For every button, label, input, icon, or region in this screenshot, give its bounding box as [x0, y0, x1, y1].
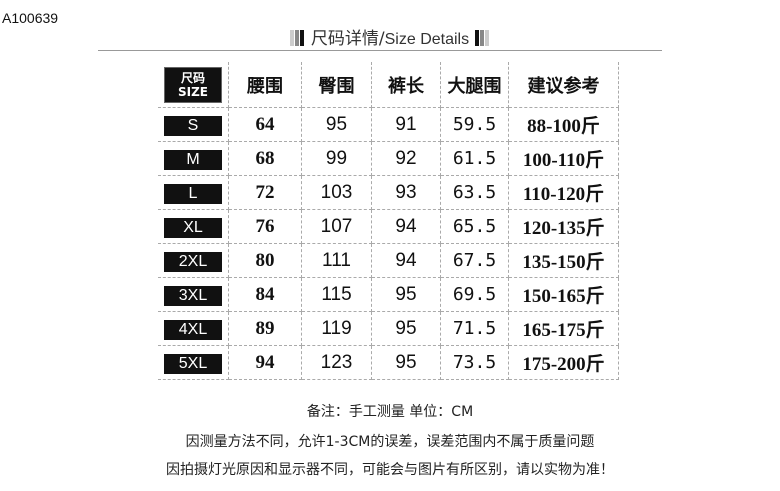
title-en: Size Details — [384, 31, 470, 48]
cell: 95 — [371, 277, 441, 312]
cell: 94 — [371, 209, 441, 244]
cell: 88-100斤 — [508, 107, 619, 142]
cell: 95 — [371, 311, 441, 346]
cell: 123 — [301, 345, 372, 380]
cell: 84 — [228, 277, 302, 312]
cell: 135-150斤 — [508, 243, 619, 278]
cell: 100-110斤 — [508, 141, 619, 176]
size-badge: 4XL — [164, 319, 222, 340]
cell: 110-120斤 — [508, 175, 619, 210]
divider — [98, 50, 662, 51]
size-badge: M — [164, 149, 222, 170]
cell: 103 — [301, 175, 372, 210]
cell: 165-175斤 — [508, 311, 619, 346]
cell: 69.5 — [440, 277, 509, 312]
cell: 95 — [371, 345, 441, 380]
header-suggest: 建议参考 — [508, 62, 619, 108]
cell: 89 — [228, 311, 302, 346]
page-title: 尺码详情/Size Details — [0, 24, 780, 51]
table-row: 4XL 89 119 95 71.5 165-175斤 — [158, 311, 619, 346]
size-badge: 3XL — [164, 285, 222, 306]
cell: 95 — [301, 107, 372, 142]
table-row: 5XL 94 123 95 73.5 175-200斤 — [158, 345, 619, 380]
cell: 111 — [301, 243, 372, 278]
table-row: 2XL 80 111 94 67.5 135-150斤 — [158, 243, 619, 278]
size-table: 尺码 SIZE 腰围 臀围 裤长 大腿围 建议参考 S 64 95 91 59.5 88-1… — [158, 62, 619, 380]
cell: 107 — [301, 209, 372, 244]
cell: 72 — [228, 175, 302, 210]
cell: 119 — [301, 311, 372, 346]
header-length: 裤长 — [371, 62, 441, 108]
cell: 65.5 — [440, 209, 509, 244]
cell: 71.5 — [440, 311, 509, 346]
bars-left-icon — [290, 30, 305, 51]
title-zh: 尺码详情/ — [310, 29, 385, 49]
cell: 61.5 — [440, 141, 509, 176]
table-header: 尺码 SIZE 腰围 臀围 裤长 大腿围 建议参考 — [158, 62, 619, 108]
cell: 115 — [301, 277, 372, 312]
table-row: L 72 103 93 63.5 110-120斤 — [158, 175, 619, 210]
cell: 91 — [371, 107, 441, 142]
cell: 92 — [371, 141, 441, 176]
size-header-badge: 尺码 SIZE — [164, 66, 222, 103]
table-row: M 68 99 92 61.5 100-110斤 — [158, 141, 619, 176]
cell: 73.5 — [440, 345, 509, 380]
cell: 64 — [228, 107, 302, 142]
cell: 63.5 — [440, 175, 509, 210]
note-tolerance: 因测量方法不同，允许1-3CM的误差，误差范围内不属于质量问题 — [185, 434, 595, 450]
cell: 150-165斤 — [508, 277, 619, 312]
cell: 175-200斤 — [508, 345, 619, 380]
note-unit: 备注：手工测量 单位：CM — [306, 404, 474, 420]
table-row: 3XL 84 115 95 69.5 150-165斤 — [158, 277, 619, 312]
cell: 94 — [228, 345, 302, 380]
size-badge: XL — [164, 217, 222, 238]
table-row: XL 76 107 94 65.5 120-135斤 — [158, 209, 619, 244]
product-code: A100639 — [2, 10, 59, 26]
table-row: S 64 95 91 59.5 88-100斤 — [158, 107, 619, 142]
cell: 68 — [228, 141, 302, 176]
header-thigh: 大腿围 — [440, 62, 509, 108]
bars-right-icon — [474, 30, 490, 51]
cell: 120-135斤 — [508, 209, 619, 244]
size-badge: L — [164, 183, 222, 204]
cell: 93 — [371, 175, 441, 210]
cell: 94 — [371, 243, 441, 278]
size-badge: 2XL — [164, 251, 222, 272]
cell: 59.5 — [440, 107, 509, 142]
cell: 80 — [228, 243, 302, 278]
cell: 99 — [301, 141, 372, 176]
size-badge: S — [164, 115, 222, 136]
cell: 76 — [228, 209, 302, 244]
note-color: 因拍摄灯光原因和显示器不同，可能会与图片有所区别，请以实物为准！ — [166, 462, 614, 478]
header-waist: 腰围 — [228, 62, 302, 108]
header-hip: 臀围 — [301, 62, 372, 108]
cell: 67.5 — [440, 243, 509, 278]
size-badge: 5XL — [164, 353, 222, 374]
